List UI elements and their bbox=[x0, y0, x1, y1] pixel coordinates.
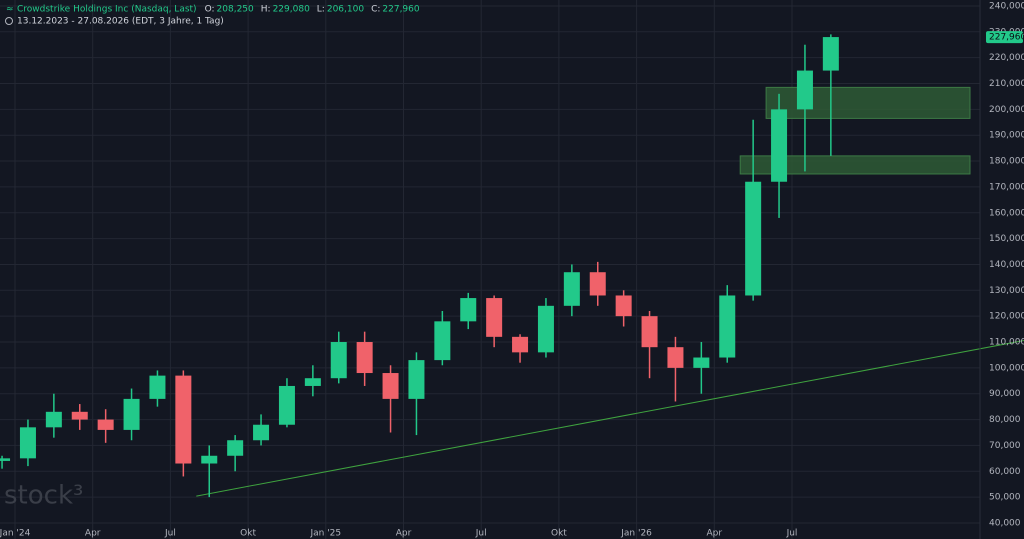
candle-body bbox=[0, 458, 11, 461]
candle-body bbox=[408, 360, 425, 399]
y-tick-label: 90,000 bbox=[989, 389, 1021, 399]
candle-body bbox=[771, 109, 788, 182]
candle-body bbox=[486, 298, 503, 337]
x-tick-label: Jan '25 bbox=[309, 529, 341, 539]
chart-title: Crowdstrike Holdings Inc (Nasdaq, Last) bbox=[17, 5, 197, 15]
y-tick-label: 200,000 bbox=[989, 105, 1024, 115]
candle-body bbox=[589, 272, 606, 296]
x-tick-label: Okt bbox=[551, 529, 567, 539]
ohlc-value: 206,100 bbox=[327, 5, 364, 15]
candle-body bbox=[460, 298, 477, 322]
ohlc-value: 227,960 bbox=[382, 5, 419, 15]
y-tick-label: 240,000 bbox=[989, 1, 1024, 11]
y-tick-label: 110,000 bbox=[989, 338, 1024, 348]
candle-body bbox=[304, 378, 321, 386]
candle-body bbox=[19, 427, 36, 459]
candle-body bbox=[253, 424, 270, 441]
candle-body bbox=[45, 411, 62, 428]
candle-body bbox=[356, 342, 373, 374]
y-tick-label: 210,000 bbox=[989, 79, 1024, 89]
x-tick-label: Jul bbox=[164, 529, 176, 539]
y-tick-label: 50,000 bbox=[989, 493, 1021, 503]
x-tick-label: Jul bbox=[786, 529, 798, 539]
y-tick-label: 70,000 bbox=[989, 441, 1021, 451]
candle-body bbox=[149, 375, 166, 399]
y-tick-label: 40,000 bbox=[989, 518, 1021, 528]
y-tick-label: 180,000 bbox=[989, 157, 1024, 167]
x-tick-label: Apr bbox=[85, 529, 101, 539]
watermark: stock³ bbox=[4, 481, 83, 511]
trendline bbox=[196, 340, 1024, 497]
candle-body bbox=[563, 272, 580, 306]
price-tag-label: 227,960 bbox=[989, 33, 1024, 43]
candle-body bbox=[693, 357, 710, 368]
x-tick-label: Jul bbox=[475, 529, 487, 539]
y-tick-label: 220,000 bbox=[989, 53, 1024, 63]
x-tick-label: Apr bbox=[396, 529, 412, 539]
candle-body bbox=[434, 321, 451, 361]
y-tick-label: 130,000 bbox=[989, 286, 1024, 296]
ohlc-value: 208,250 bbox=[217, 5, 254, 15]
zone bbox=[739, 155, 971, 175]
y-tick-label: 100,000 bbox=[989, 363, 1024, 373]
candle-body bbox=[641, 316, 658, 348]
y-tick-label: 60,000 bbox=[989, 467, 1021, 477]
candle-body bbox=[615, 295, 632, 317]
candle-body bbox=[123, 398, 140, 430]
icon: ≈ bbox=[6, 5, 14, 15]
x-tick-label: Jan '26 bbox=[620, 529, 652, 539]
y-tick-label: 140,000 bbox=[989, 260, 1024, 270]
candle-body bbox=[97, 419, 114, 430]
y-tick-label: 170,000 bbox=[989, 182, 1024, 192]
candle-body bbox=[719, 295, 736, 358]
ohlc-name: O: bbox=[205, 5, 215, 15]
candle-body bbox=[71, 411, 88, 420]
candle-body bbox=[512, 336, 529, 353]
price-tag-box bbox=[986, 31, 1023, 44]
ohlc-header: O: 208,250 H: 229,080 L: 206,100 C: 227,960 bbox=[205, 5, 420, 15]
y-tick-label: 80,000 bbox=[989, 415, 1021, 425]
ohlc-name: L: bbox=[317, 5, 325, 15]
candle-body bbox=[175, 375, 192, 464]
ohlc-name: H: bbox=[261, 5, 271, 15]
x-tick-label: Apr bbox=[707, 529, 723, 539]
y-tick-label: 190,000 bbox=[989, 131, 1024, 141]
ohlc-value: 229,080 bbox=[273, 5, 310, 15]
x-tick-label: Okt bbox=[240, 529, 256, 539]
candle-body bbox=[330, 342, 347, 379]
candle-body bbox=[745, 181, 762, 296]
clock-icon bbox=[5, 17, 13, 25]
chart-subtitle: 13.12.2023 - 27.08.2026 (EDT, 3 Jahre, 1… bbox=[17, 17, 224, 27]
x-tick-label: Jan '24 bbox=[0, 529, 31, 539]
candle-body bbox=[227, 440, 244, 456]
candle-body bbox=[201, 455, 218, 464]
zone bbox=[765, 86, 971, 119]
candle-body bbox=[278, 385, 295, 425]
y-tick-label: 160,000 bbox=[989, 208, 1024, 218]
candle-body bbox=[796, 70, 813, 110]
candle-body bbox=[382, 373, 399, 399]
plot bbox=[0, 34, 1024, 498]
ohlc-name: C: bbox=[371, 5, 380, 15]
candle-body bbox=[537, 305, 554, 353]
y-tick-label: 150,000 bbox=[989, 234, 1024, 244]
candle-body bbox=[822, 37, 839, 71]
y-tick-label: 120,000 bbox=[989, 312, 1024, 322]
candle-body bbox=[667, 347, 684, 368]
